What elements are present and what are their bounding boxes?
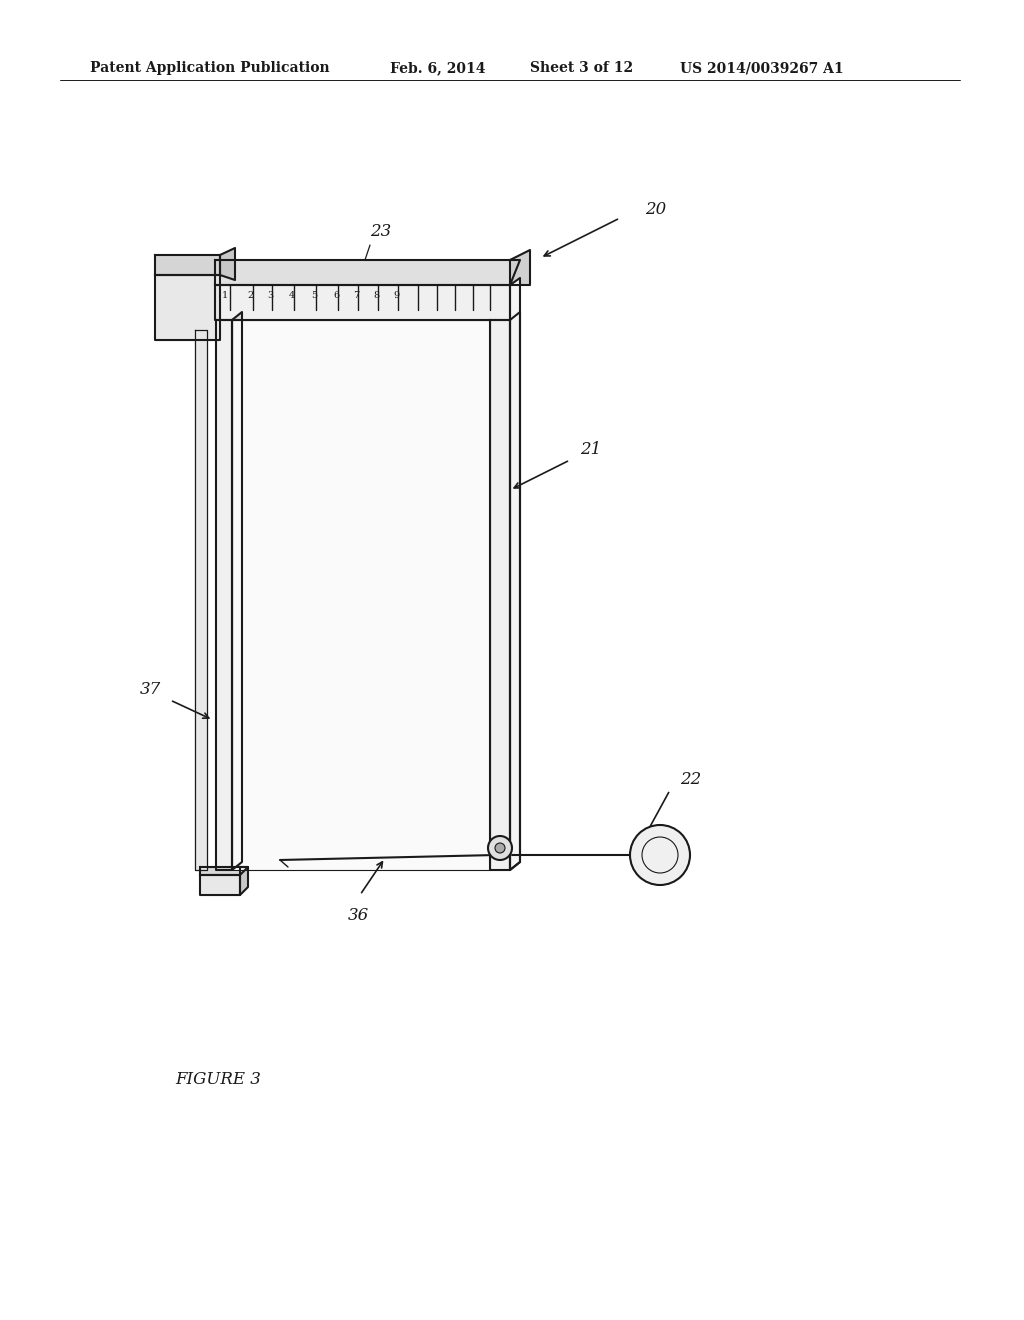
Polygon shape — [155, 275, 220, 341]
Circle shape — [630, 825, 690, 884]
Text: 8: 8 — [373, 290, 379, 300]
Text: 36: 36 — [348, 907, 370, 924]
Circle shape — [488, 836, 512, 861]
Polygon shape — [155, 255, 220, 275]
Text: 7: 7 — [353, 290, 359, 300]
Polygon shape — [215, 260, 520, 285]
Circle shape — [495, 843, 505, 853]
Text: 2: 2 — [248, 290, 254, 300]
Polygon shape — [510, 312, 520, 870]
Text: Patent Application Publication: Patent Application Publication — [90, 61, 330, 75]
Polygon shape — [220, 248, 234, 280]
Text: 37: 37 — [140, 681, 161, 698]
Text: 1: 1 — [222, 290, 228, 300]
Text: Feb. 6, 2014: Feb. 6, 2014 — [390, 61, 485, 75]
Text: Sheet 3 of 12: Sheet 3 of 12 — [530, 61, 633, 75]
Text: 23: 23 — [370, 223, 391, 240]
Polygon shape — [232, 312, 242, 870]
Polygon shape — [490, 319, 510, 870]
Text: 20: 20 — [645, 202, 667, 219]
Polygon shape — [216, 319, 232, 870]
Polygon shape — [200, 867, 248, 875]
Text: 4: 4 — [289, 290, 295, 300]
Polygon shape — [240, 867, 248, 895]
Text: 22: 22 — [680, 771, 701, 788]
Polygon shape — [215, 285, 510, 319]
Text: 5: 5 — [311, 290, 317, 300]
Polygon shape — [510, 279, 520, 870]
Polygon shape — [200, 875, 240, 895]
Text: 6: 6 — [333, 290, 339, 300]
Text: 3: 3 — [267, 290, 273, 300]
Polygon shape — [510, 249, 530, 285]
Text: 9: 9 — [393, 290, 399, 300]
Polygon shape — [232, 319, 490, 870]
Text: US 2014/0039267 A1: US 2014/0039267 A1 — [680, 61, 844, 75]
Text: 21: 21 — [580, 441, 601, 458]
Text: FIGURE 3: FIGURE 3 — [175, 1072, 261, 1089]
Polygon shape — [195, 330, 207, 870]
